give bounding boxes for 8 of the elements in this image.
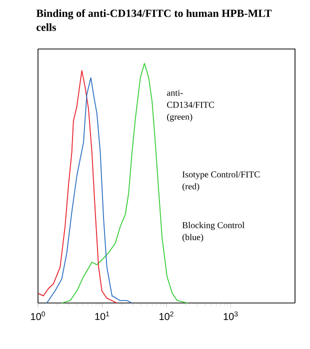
chart-title: Binding of anti-CD134/FITC to human HPB-MLT cells xyxy=(36,9,272,31)
annotation: Isotype Control/FITC (red) xyxy=(182,171,260,192)
annotation: Blocking Control (blue) xyxy=(182,222,244,242)
x-tick-label: 10$^{2}$ xyxy=(160,312,174,320)
annotation: anti-CD134/FITC (green) xyxy=(167,90,214,122)
x-tick-label: 10$^{1}$ xyxy=(95,312,110,320)
x-tick-label: 10$^{3}$ xyxy=(224,312,238,320)
x-tick-label: 10$^{0}$ xyxy=(31,312,45,320)
